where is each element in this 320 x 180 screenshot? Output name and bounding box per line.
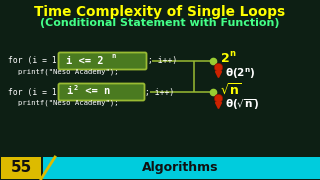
Text: $\mathbf{n}$: $\mathbf{n}$ (229, 50, 236, 59)
Text: $\mathbf{2}$: $\mathbf{2}$ (220, 51, 230, 64)
Text: printf("Neso Academy");: printf("Neso Academy"); (18, 100, 119, 106)
FancyBboxPatch shape (59, 84, 145, 100)
Text: printf("Neso Academy");: printf("Neso Academy"); (18, 69, 119, 75)
Text: $\mathbf{\theta(2^n)}$: $\mathbf{\theta(2^n)}$ (225, 67, 256, 81)
Text: ; i++): ; i++) (148, 57, 177, 66)
Polygon shape (43, 157, 320, 179)
FancyBboxPatch shape (59, 53, 147, 69)
Text: ; i++): ; i++) (145, 87, 174, 96)
Text: for (i = 1;: for (i = 1; (8, 57, 62, 66)
Text: 55: 55 (10, 161, 32, 176)
Text: Time Complexity of Single Loops: Time Complexity of Single Loops (35, 5, 285, 19)
Text: Algorithms: Algorithms (142, 161, 218, 174)
Text: i <= 2: i <= 2 (66, 55, 103, 66)
Text: n: n (111, 53, 115, 60)
Text: <= n: <= n (79, 87, 110, 96)
Text: $\mathbf{\theta(\sqrt{n})}$: $\mathbf{\theta(\sqrt{n})}$ (225, 98, 259, 112)
Text: $\mathbf{\sqrt{n}}$: $\mathbf{\sqrt{n}}$ (220, 82, 242, 98)
Text: 2: 2 (74, 84, 78, 91)
Text: (Conditional Statement with Function): (Conditional Statement with Function) (40, 18, 280, 28)
Text: for (i = 1;: for (i = 1; (8, 87, 62, 96)
Text: i: i (66, 87, 72, 96)
FancyBboxPatch shape (1, 157, 41, 179)
